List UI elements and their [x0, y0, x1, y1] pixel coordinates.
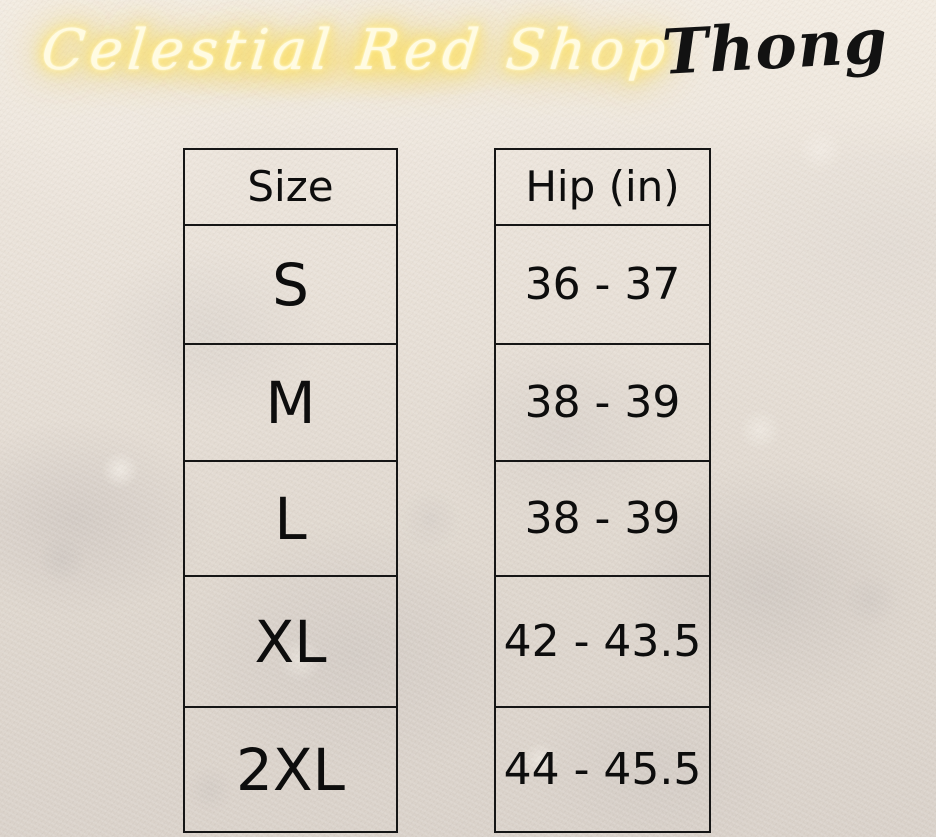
size-column-header: Size: [183, 148, 398, 226]
table-row-header: Size: [183, 148, 398, 226]
size-cell-2xl: 2XL: [183, 706, 398, 833]
table-row: 44 - 45.5: [494, 706, 711, 833]
table-row: XL: [183, 575, 398, 708]
hip-cell-2xl: 44 - 45.5: [494, 706, 711, 833]
hip-cell-l: 38 - 39: [494, 460, 711, 577]
hip-cell-xl: 42 - 43.5: [494, 575, 711, 708]
hip-column-header: Hip (in): [494, 148, 711, 226]
size-cell-l: L: [183, 460, 398, 577]
table-row-header: Hip (in): [494, 148, 711, 226]
table-row: 42 - 43.5: [494, 575, 711, 708]
header: Celestial Red Shop Thong: [0, 0, 936, 130]
size-column-table: Size S M L XL 2XL: [183, 148, 398, 833]
table-row: 36 - 37: [494, 224, 711, 345]
table-row: L: [183, 460, 398, 577]
hip-cell-m: 38 - 39: [494, 343, 711, 462]
table-row: 2XL: [183, 706, 398, 833]
hip-column-table: Hip (in) 36 - 37 38 - 39 38 - 39 42 - 43…: [494, 148, 711, 833]
size-cell-m: M: [183, 343, 398, 462]
size-cell-xl: XL: [183, 575, 398, 708]
table-row: M: [183, 343, 398, 462]
table-row: 38 - 39: [494, 343, 711, 462]
table-row: 38 - 39: [494, 460, 711, 577]
hip-cell-s: 36 - 37: [494, 224, 711, 345]
product-title: Thong: [660, 4, 890, 89]
brand-title: Celestial Red Shop: [38, 18, 674, 83]
table-row: S: [183, 224, 398, 345]
size-cell-s: S: [183, 224, 398, 345]
